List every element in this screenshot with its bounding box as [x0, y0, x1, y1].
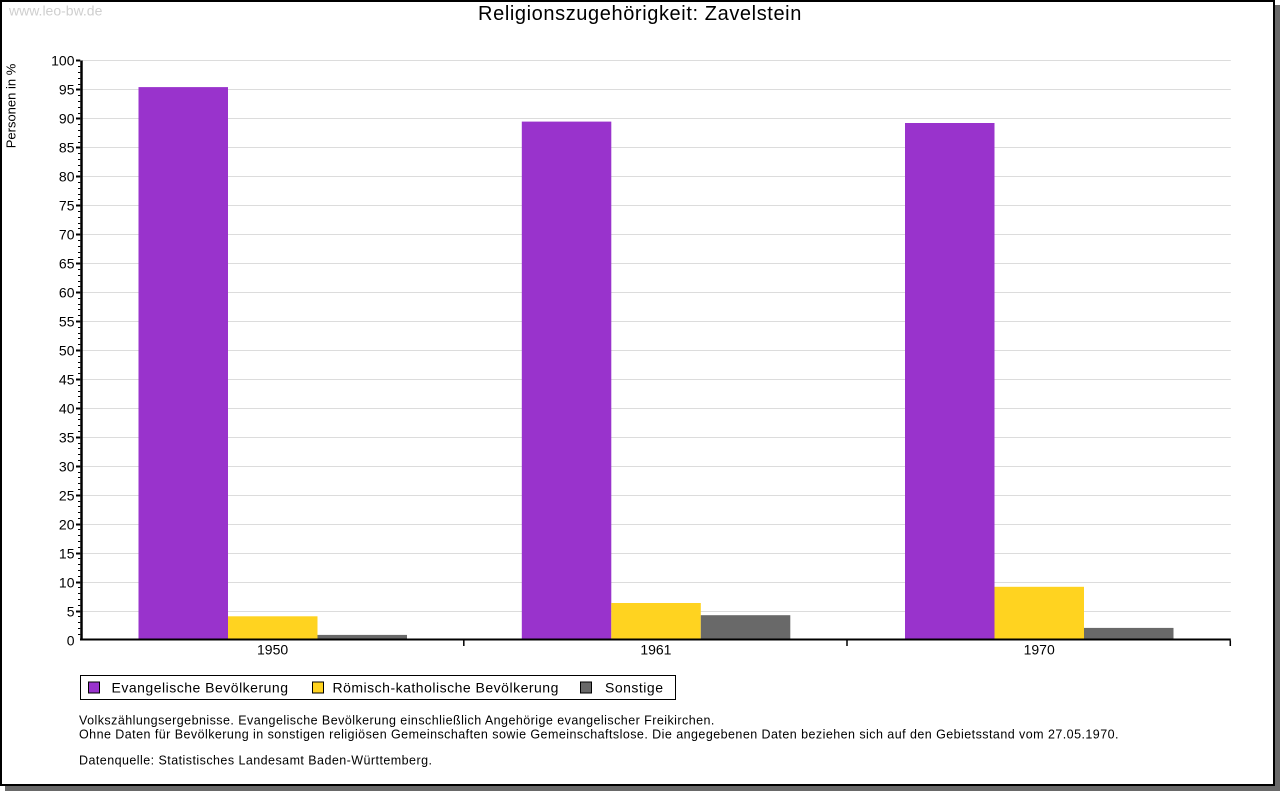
svg-text:30: 30 [59, 459, 75, 475]
svg-text:55: 55 [59, 314, 75, 330]
svg-text:65: 65 [59, 256, 75, 272]
svg-text:0: 0 [67, 633, 75, 649]
svg-text:Volkszählungsergebnisse. Evang: Volkszählungsergebnisse. Evangelische Be… [79, 714, 715, 728]
svg-text:5: 5 [67, 604, 75, 620]
svg-text:Römisch-katholische Bevölkerun: Römisch-katholische Bevölkerung [333, 680, 559, 696]
svg-text:1970: 1970 [1024, 642, 1055, 658]
svg-text:80: 80 [59, 169, 75, 185]
svg-text:15: 15 [59, 546, 75, 562]
svg-text:Religionszugehörigkeit: Zavels: Religionszugehörigkeit: Zavelstein [478, 3, 802, 25]
svg-text:45: 45 [59, 372, 75, 388]
svg-text:1950: 1950 [257, 642, 288, 658]
svg-text:50: 50 [59, 343, 75, 359]
svg-text:40: 40 [59, 401, 75, 417]
svg-text:Personen in %: Personen in % [4, 63, 19, 148]
svg-text:75: 75 [59, 198, 75, 214]
svg-text:35: 35 [59, 430, 75, 446]
svg-text:95: 95 [59, 82, 75, 98]
svg-text:60: 60 [59, 285, 75, 301]
svg-text:70: 70 [59, 227, 75, 243]
svg-text:Datenquelle: Statistisches Lan: Datenquelle: Statistisches Landesamt Bad… [79, 754, 432, 768]
svg-text:Sonstige: Sonstige [605, 680, 663, 696]
svg-text:Evangelische Bevölkerung: Evangelische Bevölkerung [112, 680, 289, 696]
svg-text:10: 10 [59, 575, 75, 591]
svg-text:90: 90 [59, 111, 75, 127]
svg-text:85: 85 [59, 140, 75, 156]
svg-text:25: 25 [59, 488, 75, 504]
svg-text:100: 100 [51, 53, 75, 69]
svg-text:20: 20 [59, 517, 75, 533]
svg-text:1961: 1961 [640, 642, 671, 658]
svg-text:Ohne Daten für Bevölkerung in: Ohne Daten für Bevölkerung in sonstigen … [79, 728, 1119, 742]
svg-text:www.leo-bw.de: www.leo-bw.de [8, 3, 103, 19]
